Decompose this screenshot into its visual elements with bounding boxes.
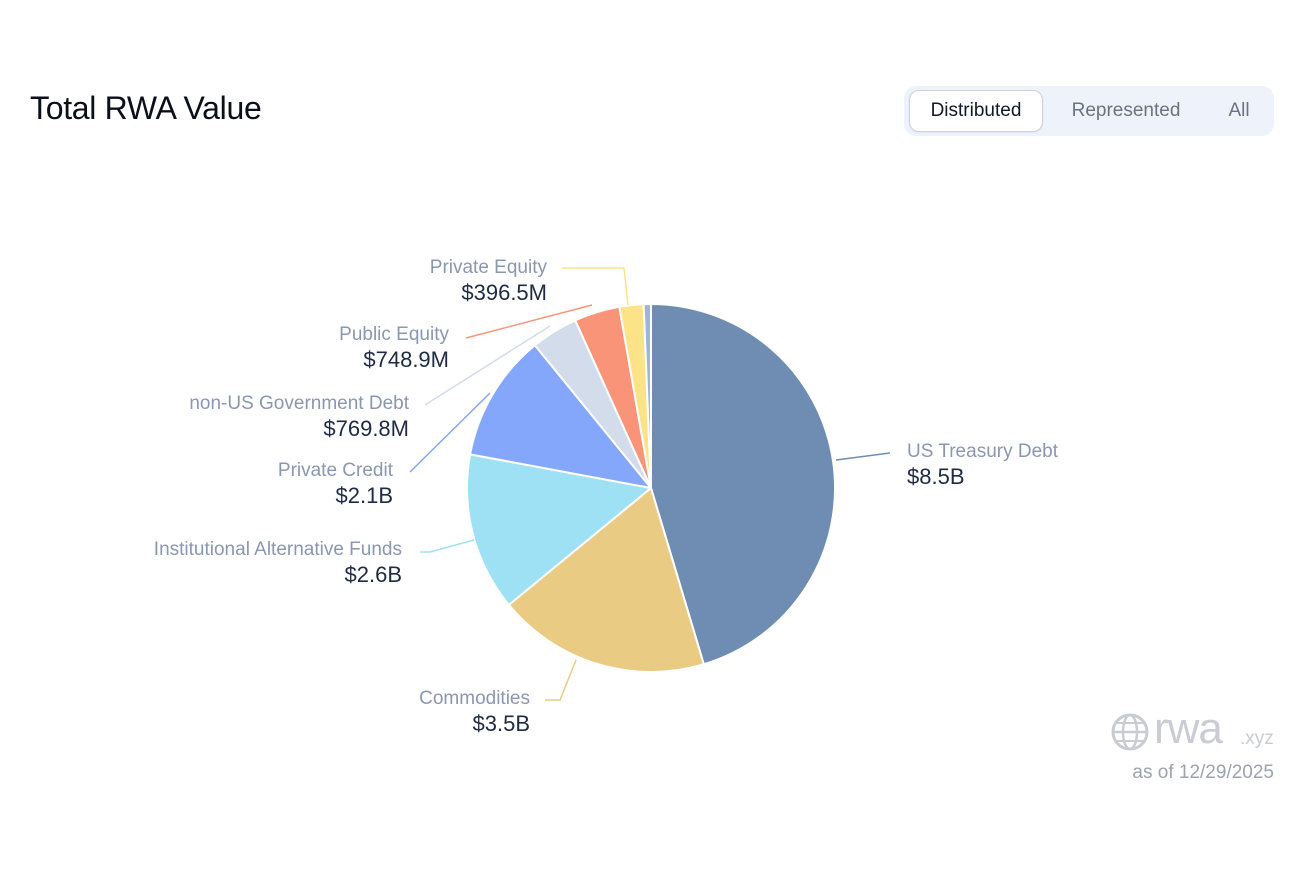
brand-wordmark: rwa bbox=[1154, 704, 1223, 753]
slice-label-commodities: Commodities bbox=[419, 688, 530, 709]
slice-value-commodities: $3.5B bbox=[473, 711, 531, 736]
slice-value-private-equity: $396.5M bbox=[461, 280, 547, 305]
slice-label-institutional-alternative-funds: Institutional Alternative Funds bbox=[154, 539, 402, 560]
slice-value-us-treasury-debt: $8.5B bbox=[907, 464, 965, 489]
brand-logo: rwa .xyz bbox=[1110, 704, 1280, 756]
leader-line-us-treasury-debt bbox=[835, 452, 891, 461]
slice-label-non-us-government-debt: non-US Government Debt bbox=[189, 393, 409, 414]
leader-line-private-credit bbox=[409, 392, 491, 473]
slice-label-public-equity: Public Equity bbox=[339, 324, 449, 345]
toggle-represented-button[interactable]: Represented bbox=[1071, 100, 1181, 121]
toggle-distributed-button[interactable]: Distributed bbox=[909, 90, 1043, 132]
pie-slice-us-treasury-debt[interactable] bbox=[650, 303, 837, 666]
toggle-all-button[interactable]: All bbox=[1228, 100, 1250, 121]
pie-slice-private-credit[interactable] bbox=[469, 344, 652, 489]
globe-icon bbox=[1111, 713, 1149, 751]
slice-value-non-us-government-debt: $769.8M bbox=[323, 416, 409, 441]
slice-value-institutional-alternative-funds: $2.6B bbox=[345, 562, 403, 587]
slice-label-us-treasury-debt: US Treasury Debt bbox=[907, 441, 1059, 462]
leader-line-non-us-government-debt bbox=[424, 325, 551, 406]
leader-line-public-equity bbox=[465, 304, 593, 339]
page-title: Total RWA Value bbox=[30, 90, 262, 126]
pie-slice-other[interactable] bbox=[642, 303, 652, 489]
slice-value-public-equity: $748.9M bbox=[363, 347, 449, 372]
leader-line-private-equity bbox=[562, 267, 629, 306]
slice-label-private-equity: Private Equity bbox=[430, 257, 548, 278]
view-toggle: Distributed Represented All bbox=[904, 86, 1274, 136]
pie-slice-institutional-alternative-funds[interactable] bbox=[466, 453, 652, 606]
as-of-date: as of 12/29/2025 bbox=[1132, 762, 1274, 783]
leader-line-commodities bbox=[545, 659, 577, 701]
pie-slice-commodities[interactable] bbox=[507, 487, 705, 674]
slice-label-private-credit: Private Credit bbox=[278, 460, 394, 481]
leader-line-institutional-alternative-funds bbox=[420, 539, 475, 553]
slice-value-private-credit: $2.1B bbox=[336, 483, 394, 508]
brand-tld: .xyz bbox=[1240, 728, 1274, 749]
